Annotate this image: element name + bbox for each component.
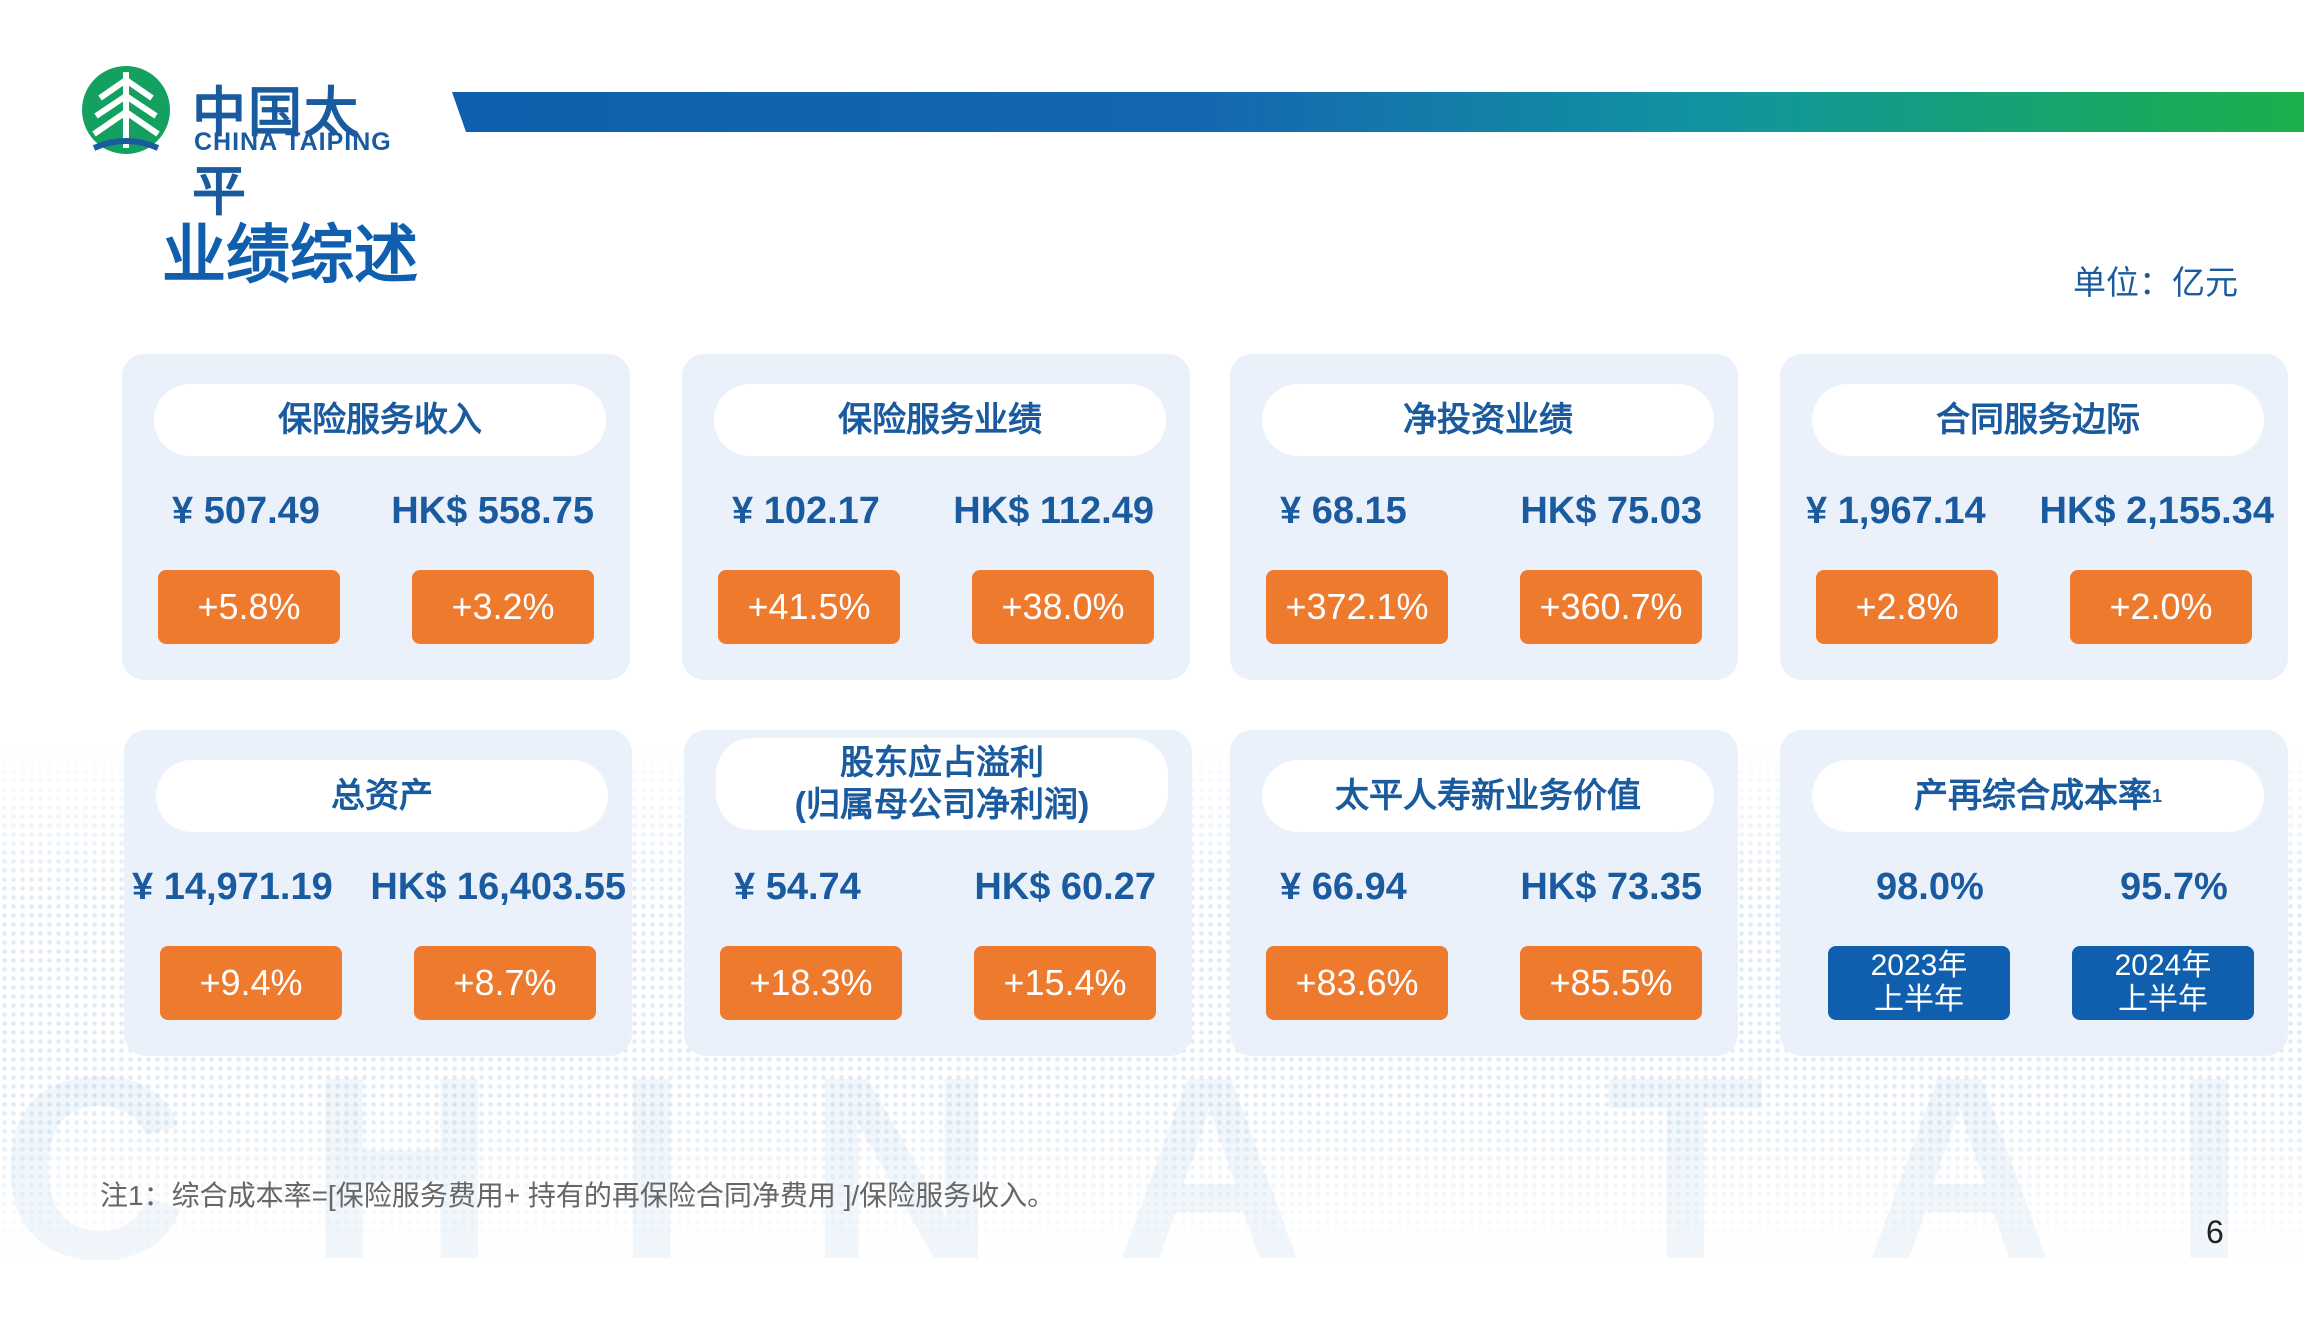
change-badge-rmb: +18.3% bbox=[720, 946, 902, 1020]
card-title: 股东应占溢利 (归属母公司净利润) bbox=[716, 738, 1168, 830]
tree-logo-icon bbox=[82, 66, 170, 154]
card-title: 净投资业绩 bbox=[1262, 384, 1714, 456]
value-hkd: HK$ 60.27 bbox=[974, 866, 1156, 908]
value-rmb: ¥ 68.15 bbox=[1280, 490, 1407, 532]
value-2023: 98.0% bbox=[1876, 866, 1984, 908]
card-title: 产再综合成本率 1 bbox=[1812, 760, 2264, 832]
page-title: 业绩综述 bbox=[162, 219, 418, 291]
change-badge-rmb: +372.1% bbox=[1266, 570, 1448, 644]
card-title: 合同服务边际 bbox=[1812, 384, 2264, 456]
card-total-assets: 总资产 ¥ 14,971.19 HK$ 16,403.55 +9.4% +8.7… bbox=[124, 730, 632, 1056]
card-insurance-service-revenue: 保险服务收入 ¥ 507.49 HK$ 558.75 +5.8% +3.2% bbox=[122, 354, 630, 680]
card-title: 总资产 bbox=[156, 760, 608, 832]
value-hkd: HK$ 2,155.34 bbox=[2039, 490, 2275, 532]
card-net-investment-result: 净投资业绩 ¥ 68.15 HK$ 75.03 +372.1% +360.7% bbox=[1230, 354, 1738, 680]
change-badge-rmb: +41.5% bbox=[718, 570, 900, 644]
change-badge-rmb: +83.6% bbox=[1266, 946, 1448, 1020]
change-badge-rmb: +5.8% bbox=[158, 570, 340, 644]
period-badge-2024-line2: 上半年 bbox=[2118, 983, 2208, 1016]
card-title: 太平人寿新业务价值 bbox=[1262, 760, 1714, 832]
value-rmb: ¥ 66.94 bbox=[1280, 866, 1407, 908]
value-rmb: ¥ 54.74 bbox=[734, 866, 861, 908]
logo-name-en: CHINA TAIPING bbox=[194, 128, 392, 156]
card-profit-attributable: 股东应占溢利 (归属母公司净利润) ¥ 54.74 HK$ 60.27 +18.… bbox=[684, 730, 1192, 1056]
company-logo: 中国太平 CHINA TAIPING bbox=[80, 64, 400, 222]
change-badge-hkd: +8.7% bbox=[414, 946, 596, 1020]
period-badge-2024: 2024年 上半年 bbox=[2072, 946, 2254, 1020]
change-badge-rmb: +2.8% bbox=[1816, 570, 1998, 644]
value-hkd: HK$ 16,403.55 bbox=[370, 866, 626, 908]
background-watermark-text: CHINA TAIPING bbox=[0, 1024, 2304, 1314]
period-badge-2023: 2023年 上半年 bbox=[1828, 946, 2010, 1020]
change-badge-hkd: +15.4% bbox=[974, 946, 1156, 1020]
card-title-text: 产再综合成本率 bbox=[1913, 777, 2152, 815]
value-hkd: HK$ 73.35 bbox=[1520, 866, 1702, 908]
period-badge-2023-line2: 上半年 bbox=[1874, 983, 1964, 1016]
value-rmb: ¥ 507.49 bbox=[172, 490, 320, 532]
card-title-line2: (归属母公司净利润) bbox=[794, 786, 1090, 824]
card-new-business-value: 太平人寿新业务价值 ¥ 66.94 HK$ 73.35 +83.6% +85.5… bbox=[1230, 730, 1738, 1056]
change-badge-hkd: +85.5% bbox=[1520, 946, 1702, 1020]
card-title: 保险服务收入 bbox=[154, 384, 606, 456]
card-insurance-service-result: 保险服务业绩 ¥ 102.17 HK$ 112.49 +41.5% +38.0% bbox=[682, 354, 1190, 680]
value-hkd: HK$ 112.49 bbox=[953, 490, 1154, 532]
value-rmb: ¥ 1,967.14 bbox=[1806, 490, 1986, 532]
card-title: 保险服务业绩 bbox=[714, 384, 1166, 456]
unit-label: 单位：亿元 bbox=[2073, 264, 2238, 301]
card-title-line1: 股东应占溢利 bbox=[840, 744, 1044, 782]
change-badge-rmb: +9.4% bbox=[160, 946, 342, 1020]
page-number: 6 bbox=[2206, 1214, 2224, 1250]
period-badge-2024-line1: 2024年 bbox=[2114, 949, 2212, 982]
card-contractual-service-margin: 合同服务边际 ¥ 1,967.14 HK$ 2,155.34 +2.8% +2.… bbox=[1780, 354, 2288, 680]
period-badge-2023-line1: 2023年 bbox=[1870, 949, 1968, 982]
value-hkd: HK$ 75.03 bbox=[1520, 490, 1702, 532]
logo-name-cn: 中国太平 bbox=[192, 83, 360, 222]
value-2024: 95.7% bbox=[2120, 866, 2228, 908]
change-badge-hkd: +360.7% bbox=[1520, 570, 1702, 644]
footnote-marker: 1 bbox=[2151, 786, 2162, 806]
value-hkd: HK$ 558.75 bbox=[391, 490, 594, 532]
footnote: 注1：综合成本率=[保险服务费用+ 持有的再保险合同净费用 ]/保险服务收入。 bbox=[100, 1180, 1056, 1211]
header-gradient-band bbox=[452, 92, 2304, 132]
change-badge-hkd: +2.0% bbox=[2070, 570, 2252, 644]
change-badge-hkd: +38.0% bbox=[972, 570, 1154, 644]
value-rmb: ¥ 102.17 bbox=[732, 490, 880, 532]
card-combined-ratio: 产再综合成本率 1 98.0% 95.7% 2023年 上半年 2024年 上半年 bbox=[1780, 730, 2288, 1056]
value-rmb: ¥ 14,971.19 bbox=[132, 866, 333, 908]
change-badge-hkd: +3.2% bbox=[412, 570, 594, 644]
